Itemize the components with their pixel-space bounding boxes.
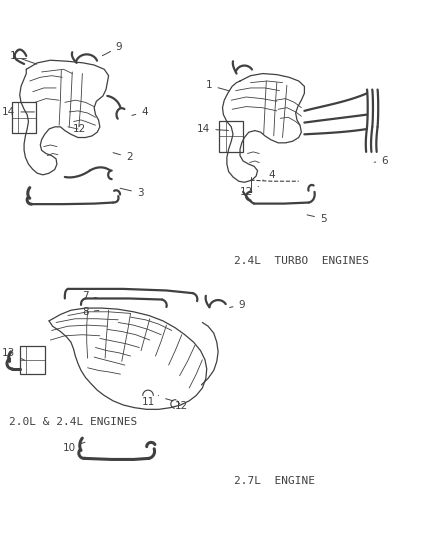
Text: 7: 7 bbox=[82, 291, 97, 301]
Text: 14: 14 bbox=[197, 124, 229, 134]
Bar bbox=[12, 102, 36, 133]
Text: 2.0L & 2.4L ENGINES: 2.0L & 2.4L ENGINES bbox=[9, 417, 137, 427]
Text: 12: 12 bbox=[175, 401, 188, 411]
Text: 9: 9 bbox=[102, 42, 123, 56]
Text: 12: 12 bbox=[73, 124, 86, 134]
Text: 6: 6 bbox=[374, 156, 388, 166]
Bar bbox=[219, 121, 243, 152]
Text: 2: 2 bbox=[113, 152, 133, 162]
Text: 9: 9 bbox=[230, 300, 245, 310]
Text: 14: 14 bbox=[2, 107, 35, 117]
Text: 3: 3 bbox=[120, 188, 144, 198]
Text: 8: 8 bbox=[82, 307, 99, 317]
Text: 2.4L  TURBO  ENGINES: 2.4L TURBO ENGINES bbox=[234, 256, 369, 266]
Text: 4: 4 bbox=[132, 107, 148, 117]
Text: 4: 4 bbox=[263, 170, 275, 180]
Text: 12: 12 bbox=[240, 187, 258, 197]
Text: 11: 11 bbox=[142, 395, 159, 407]
Text: 2.7L  ENGINE: 2.7L ENGINE bbox=[234, 476, 315, 486]
Text: 1: 1 bbox=[10, 51, 37, 64]
Text: 1: 1 bbox=[206, 80, 230, 91]
Text: 13: 13 bbox=[2, 348, 25, 360]
Text: 5: 5 bbox=[307, 214, 327, 223]
Text: 10: 10 bbox=[63, 442, 85, 453]
Bar bbox=[20, 346, 45, 374]
